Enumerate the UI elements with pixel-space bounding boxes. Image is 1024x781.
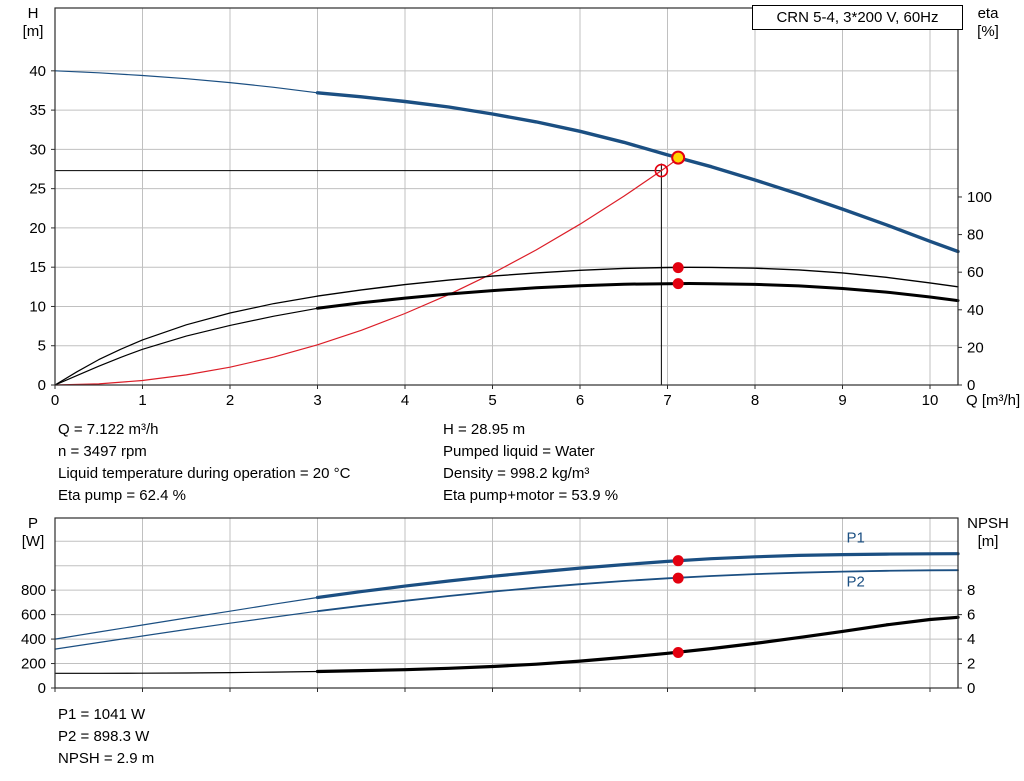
right-axis-title: eta [978, 5, 1000, 22]
curve-qh-curve [315, 91, 960, 254]
eta-pump-motor-value: Eta pump+motor = 53.9 % [443, 487, 619, 504]
x-axis-tick-label: 0 [51, 392, 59, 409]
left-axis-tick-label: 600 [21, 607, 46, 624]
right-axis-title: NPSH [967, 515, 1009, 532]
x-axis-tick-label: 6 [576, 392, 584, 409]
left-axis-title: [m] [23, 23, 44, 40]
npsh-duty-marker [672, 647, 684, 659]
right-axis-tick-label: 40 [967, 302, 984, 319]
duty-point-marker [671, 150, 686, 165]
flow-value: Q = 7.122 m³/h [58, 421, 159, 438]
curve-system-curve [54, 156, 682, 386]
speed-value: n = 3497 rpm [58, 443, 147, 460]
x-axis-tick-label: 5 [488, 392, 496, 409]
left-axis-tick-label: 10 [29, 298, 46, 315]
x-axis-title: Q [m³/h] [966, 392, 1020, 409]
grid [55, 518, 958, 688]
p2-duty-marker [672, 572, 684, 584]
eta-pump-value: Eta pump = 62.4 % [58, 487, 186, 504]
curve-label-p1: P1 [846, 529, 864, 546]
curve-p1-outside-range [54, 596, 319, 640]
power-npsh-chart: 0 200 400 600 800 0 2 4 6 8 P[W] NPSH[m] P1 P2 [21, 515, 1009, 697]
left-axis-tick-label: 15 [29, 259, 46, 276]
curve-p1-curve [315, 552, 960, 600]
x-axis-tick-label: 10 [922, 392, 939, 409]
left-axis-tick-label: 25 [29, 181, 46, 198]
head-value: H = 28.95 m [443, 421, 526, 438]
curve-p2-curve [316, 569, 959, 613]
left-axis-tick-label: 200 [21, 656, 46, 673]
grid [55, 8, 958, 385]
curve-qh-outside-range [54, 70, 319, 94]
requested-duty-point-marker [654, 163, 669, 178]
right-axis-tick-label: 2 [967, 656, 975, 673]
right-axis-tick-label: 0 [967, 680, 975, 697]
duty-info-left-column: Q = 7.122 m³/h n = 3497 rpm Liquid tempe… [58, 419, 350, 507]
curve-npsh-curve [315, 615, 960, 674]
pump-model-title: CRN 5-4, 3*200 V, 60Hz [752, 5, 963, 30]
pumped-liquid-value: Pumped liquid = Water [443, 443, 595, 460]
left-axis-tick-label: 40 [29, 63, 46, 80]
x-axis-tick-label: 2 [226, 392, 234, 409]
left-axis-title: H [28, 5, 39, 22]
left-axis-title: P [28, 515, 38, 532]
right-axis-tick-label: 4 [967, 631, 975, 648]
right-axis-tick-label: 60 [967, 264, 984, 281]
right-axis-tick-label: 80 [967, 227, 984, 244]
duty-info-right-column: H = 28.95 m Pumped liquid = Water Densit… [443, 419, 618, 507]
x-axis-tick-label: 9 [838, 392, 846, 409]
plot-frame [54, 517, 959, 689]
left-axis-tick-label: 0 [38, 680, 46, 697]
right-axis-title: [m] [978, 533, 999, 550]
x-axis-tick-label: 1 [138, 392, 146, 409]
left-axis-tick-label: 400 [21, 631, 46, 648]
curve-label-p2: P2 [846, 573, 864, 590]
qh-eta-chart: 0 5 10 15 20 25 30 35 40 0 20 40 60 80 100 0 1 2 3 4 5 6 7 8 9 10… [23, 5, 1021, 409]
x-axis-tick-label: 8 [751, 392, 759, 409]
plot-frame [54, 7, 959, 386]
left-axis-tick-label: 5 [38, 338, 46, 355]
curve-eta-pump-motor [316, 282, 960, 310]
x-axis-tick-label: 4 [401, 392, 409, 409]
left-axis-tick-label: 30 [29, 141, 46, 158]
eta-pump-duty-marker [672, 262, 684, 274]
right-axis-tick-label: 100 [967, 189, 992, 206]
curve-p2-outside-range [54, 610, 319, 650]
p1-value: P1 = 1041 W [58, 706, 146, 723]
left-axis-tick-label: 35 [29, 102, 46, 119]
right-axis-tick-label: 8 [967, 582, 975, 599]
curve-eta-pump [316, 266, 959, 297]
density-value: Density = 998.2 kg/m³ [443, 465, 590, 482]
p1-duty-marker [672, 555, 684, 567]
x-axis-tick-label: 7 [663, 392, 671, 409]
right-axis-tick-label: 0 [967, 377, 975, 394]
left-axis-tick-label: 800 [21, 582, 46, 599]
right-axis-tick-label: 20 [967, 339, 984, 356]
power-npsh-results: P1 = 1041 W P2 = 898.3 W NPSH = 2.9 m [58, 704, 154, 770]
curve-eta-pump-outside-range [54, 295, 319, 386]
right-axis-tick-label: 6 [967, 607, 975, 624]
p2-value: P2 = 898.3 W [58, 728, 150, 745]
right-axis-title: [%] [977, 23, 999, 40]
x-axis-tick-label: 3 [313, 392, 321, 409]
curve-npsh-outside-range [54, 670, 319, 674]
left-axis-tick-label: 0 [38, 377, 46, 394]
npsh-value: NPSH = 2.9 m [58, 750, 155, 767]
left-axis-tick-label: 20 [29, 220, 46, 237]
left-axis-title: [W] [22, 533, 45, 550]
liquid-temperature-value: Liquid temperature during operation = 20… [58, 465, 351, 482]
curve-eta-pump-motor-outside-range [54, 307, 319, 386]
eta-pump-motor-duty-marker [672, 278, 684, 290]
